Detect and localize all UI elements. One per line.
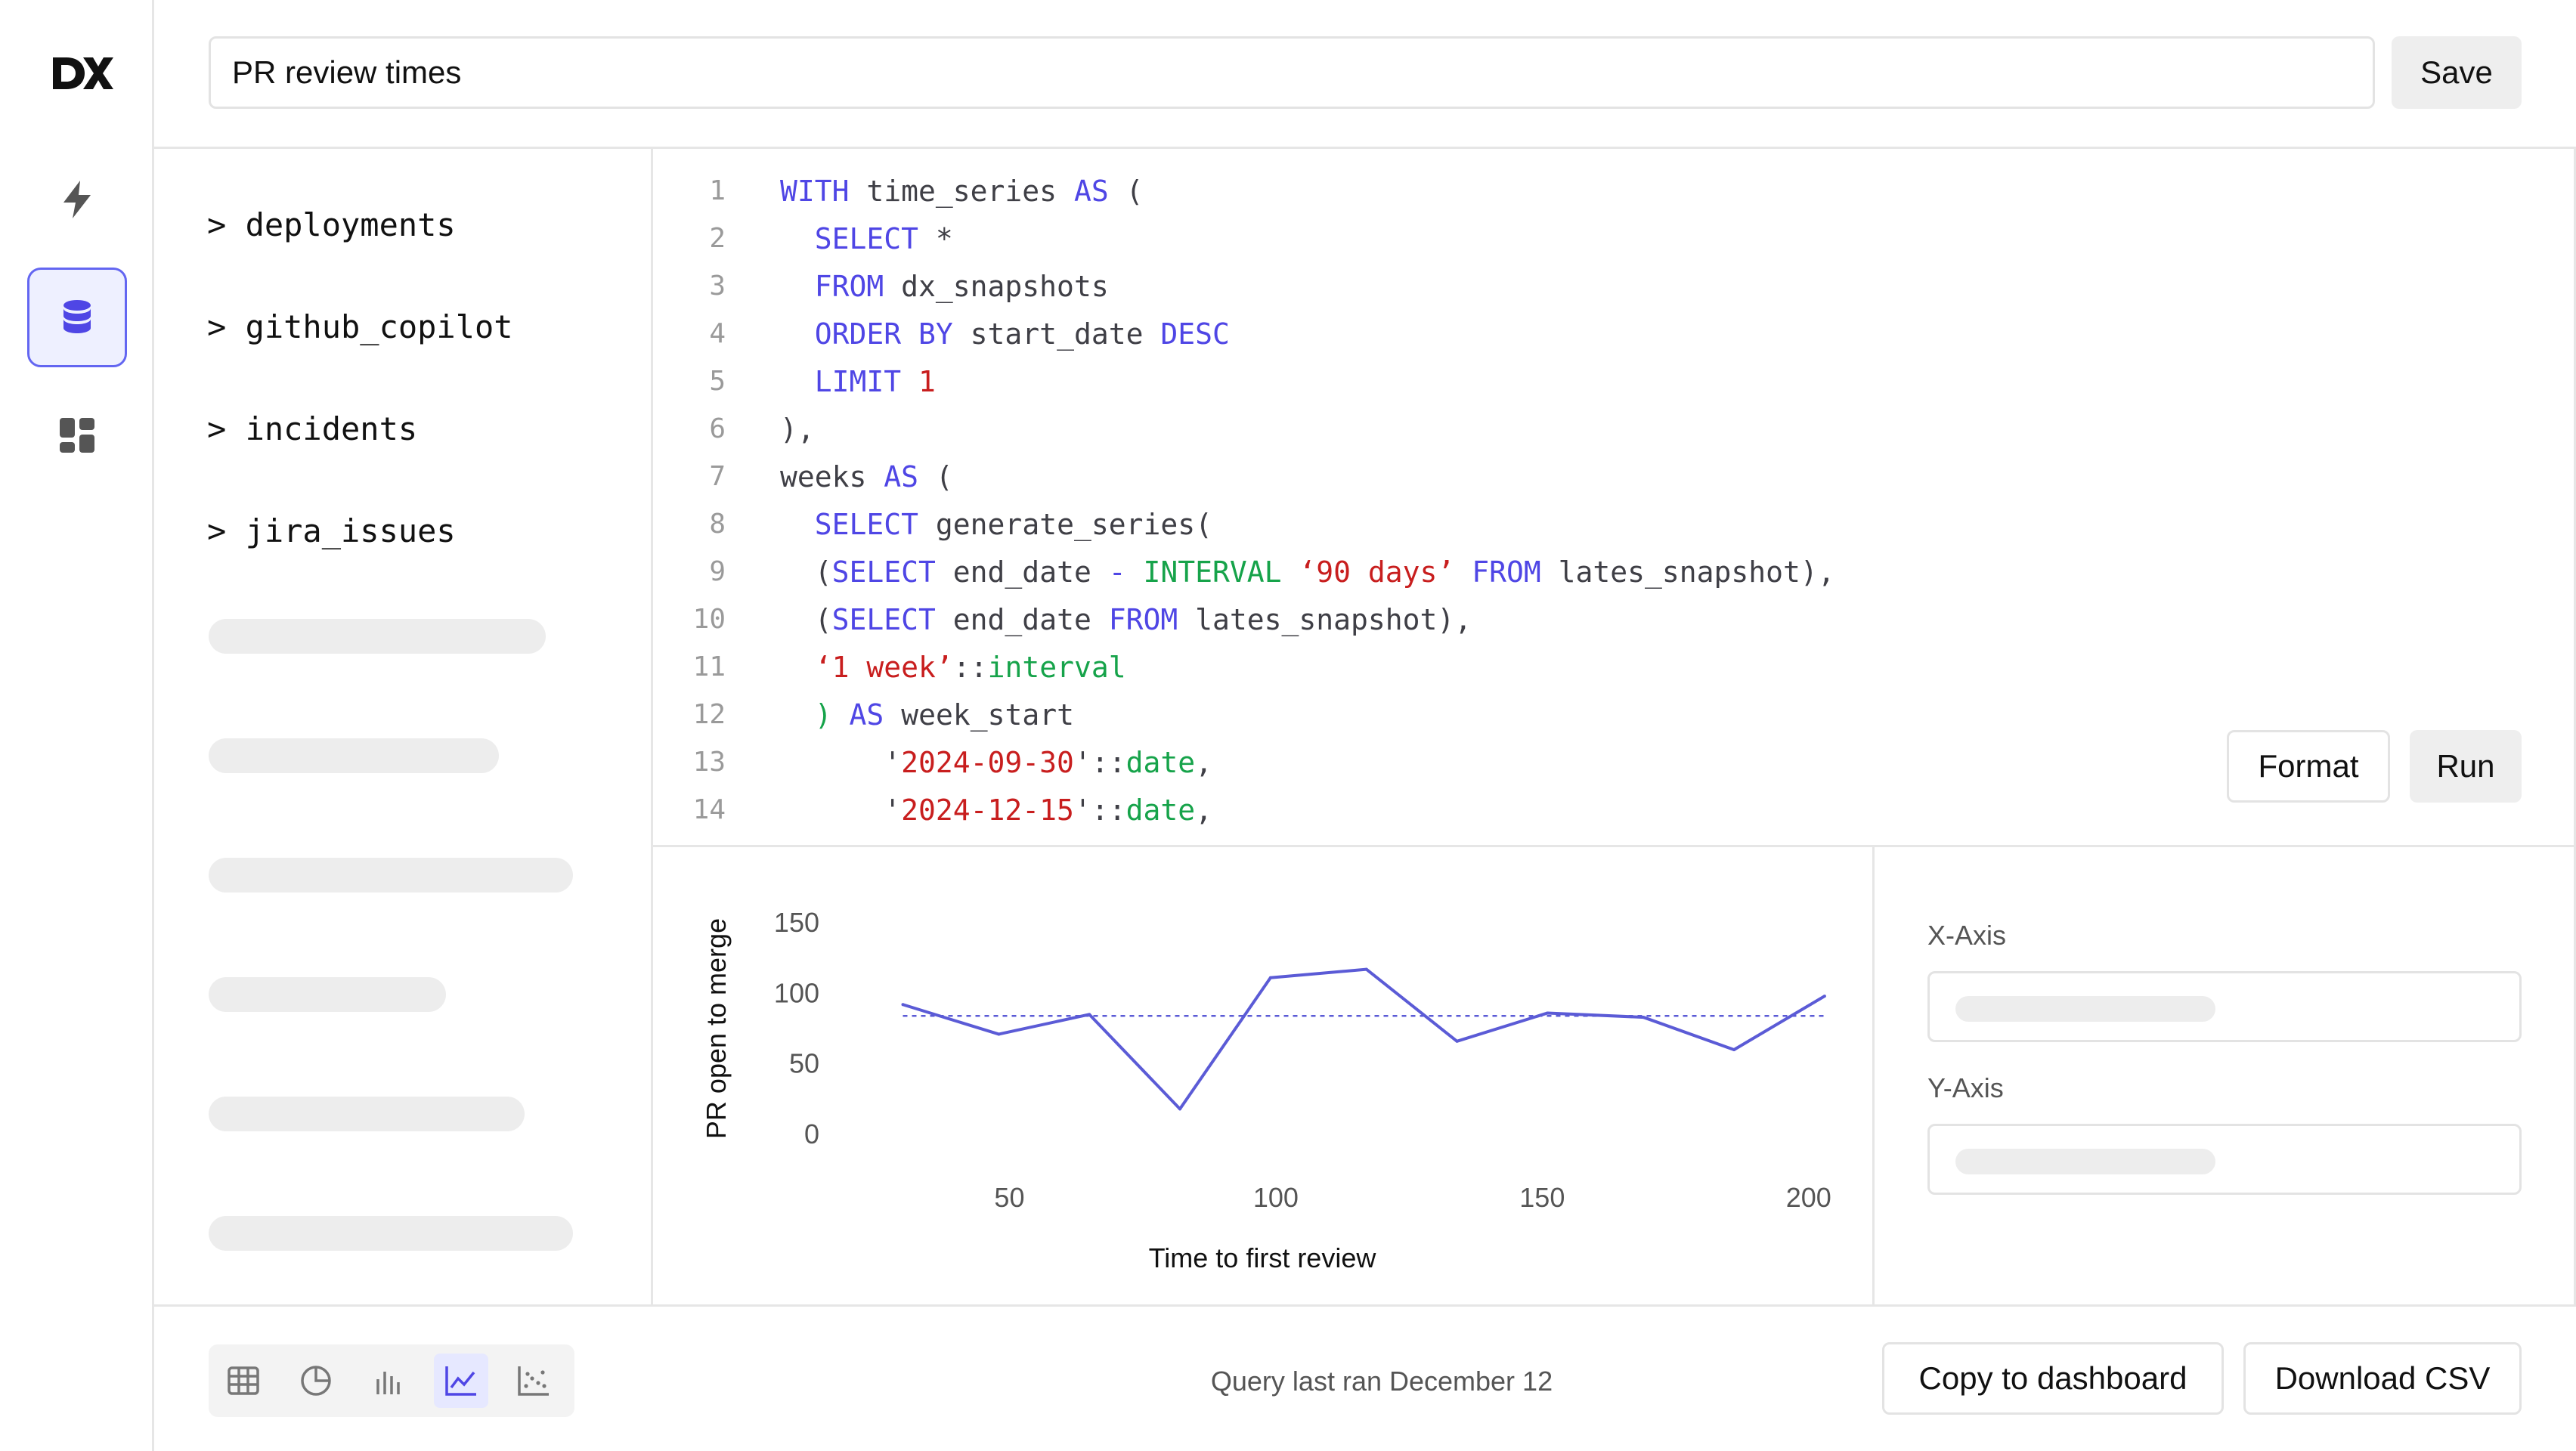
data-point	[1178, 1107, 1182, 1111]
data-point	[1088, 1013, 1091, 1016]
scatter-chart-icon[interactable]	[506, 1354, 561, 1408]
line-number: 3	[709, 271, 726, 302]
schema-table-deployments[interactable]: > deployments	[207, 206, 456, 243]
format-button[interactable]: Format	[2227, 730, 2390, 803]
database-icon	[63, 300, 91, 333]
schema-table-incidents[interactable]: > incidents	[207, 410, 418, 447]
line-number: 7	[709, 461, 726, 492]
bar-chart-icon[interactable]	[361, 1354, 416, 1408]
code-line: 10 (SELECT end_date FROM lates_snapshot)…	[653, 596, 1472, 643]
run-button[interactable]: Run	[2410, 730, 2522, 803]
y-axis-title: PR open to merge	[701, 918, 732, 1139]
data-point	[1546, 1011, 1550, 1015]
loading-placeholder	[209, 858, 573, 893]
loading-placeholder	[1955, 1149, 2215, 1174]
loading-placeholder	[209, 738, 499, 773]
footer-bar: Query last ran December 12	[154, 1304, 2576, 1451]
query-title-input[interactable]	[209, 36, 2375, 109]
code-line: 6),	[653, 405, 814, 453]
pie-chart-icon[interactable]	[289, 1354, 343, 1408]
chart-panel: 0 50 100 150 50 100 150 200 Time to first review…	[653, 845, 1875, 1304]
code-line: 3 FROM dx_snapshots	[653, 262, 1108, 310]
dashboard-grid-icon	[60, 418, 94, 453]
data-point	[1364, 967, 1368, 971]
data-point	[1642, 1016, 1646, 1019]
data-point	[901, 1003, 905, 1007]
line-number: 12	[692, 699, 726, 730]
line-number: 14	[692, 794, 726, 825]
code-line: 7 weeks AS (	[653, 453, 953, 500]
line-number: 13	[692, 747, 726, 778]
nav-rail	[0, 0, 154, 1451]
y-tick-label: 0	[804, 1118, 819, 1149]
nav-item-events[interactable]	[27, 150, 127, 249]
code-line: 9 (SELECT end_date - INTERVAL ‘90 days’ …	[653, 548, 1834, 596]
code-line: 1 WITH time_series AS (	[653, 167, 1143, 215]
x-axis-title: Time to first review	[1149, 1242, 1377, 1273]
last-ran-status: Query last ran December 12	[1210, 1366, 1553, 1397]
line-number: 4	[709, 318, 726, 349]
line-chart-icon[interactable]	[434, 1354, 488, 1408]
code-line: 5 LIMIT 1	[653, 357, 936, 405]
nav-item-data-studio[interactable]	[27, 268, 127, 367]
visualization-picker	[209, 1344, 574, 1417]
y-axis-label: Y-Axis	[1927, 1072, 2004, 1103]
schema-table-github-copilot[interactable]: > github_copilot	[207, 308, 513, 345]
copy-to-dashboard-button[interactable]: Copy to dashboard	[1882, 1342, 2224, 1415]
code-line: 2 SELECT *	[653, 215, 953, 262]
y-axis-select[interactable]	[1927, 1124, 2522, 1195]
line-number: 11	[692, 651, 726, 682]
code-line: 13 '2024-09-30'::date,	[653, 738, 1212, 786]
loading-placeholder	[1955, 996, 2215, 1022]
series-line	[902, 967, 1825, 1111]
loading-placeholder	[209, 977, 446, 1012]
data-point	[1822, 995, 1826, 998]
x-tick-label: 50	[994, 1182, 1024, 1213]
loading-placeholder	[209, 1216, 573, 1251]
dx-logo[interactable]	[50, 54, 115, 92]
line-number: 10	[692, 604, 726, 635]
line-number: 1	[709, 175, 726, 206]
data-point	[1268, 976, 1272, 979]
axis-config-panel: X-Axis Y-Axis	[1875, 845, 2576, 1304]
code-line: 11 ‘1 week’::interval	[653, 643, 1126, 691]
code-line: 4 ORDER BY start_date DESC	[653, 310, 1230, 357]
x-tick-label: 100	[1253, 1182, 1299, 1213]
y-tick-label: 150	[774, 907, 819, 938]
data-point	[1732, 1048, 1736, 1051]
sql-editor[interactable]: 1 WITH time_series AS ( 2 SELECT * 3 FROM…	[653, 147, 2576, 845]
line-number: 5	[709, 366, 726, 397]
download-csv-button[interactable]: Download CSV	[2243, 1342, 2522, 1415]
loading-placeholder	[209, 1097, 525, 1131]
x-tick-label: 150	[1519, 1182, 1565, 1213]
line-number: 8	[709, 509, 726, 540]
y-tick-label: 50	[789, 1048, 819, 1079]
line-number: 2	[709, 223, 726, 254]
data-point	[1455, 1039, 1459, 1043]
table-icon[interactable]	[216, 1354, 271, 1408]
code-line: 12 ) AS week_start	[653, 691, 1074, 738]
x-axis-select[interactable]	[1927, 971, 2522, 1042]
line-number: 6	[709, 413, 726, 444]
data-point	[997, 1032, 1001, 1036]
code-line: 8 SELECT generate_series(	[653, 500, 1212, 548]
loading-placeholder	[209, 619, 546, 654]
save-button[interactable]: Save	[2392, 36, 2522, 109]
lightning-icon	[63, 181, 91, 218]
schema-table-jira-issues[interactable]: > jira_issues	[207, 512, 456, 549]
x-axis-label: X-Axis	[1927, 920, 2007, 951]
line-number: 9	[709, 556, 726, 587]
x-tick-label: 200	[1786, 1182, 1831, 1213]
y-tick-label: 100	[774, 977, 819, 1008]
nav-item-dashboards[interactable]	[27, 385, 127, 485]
line-chart: 0 50 100 150 50 100 150 200 Time to first review…	[701, 907, 1831, 1273]
schema-browser: > deployments > github_copilot > inciden…	[154, 147, 653, 1304]
code-line: 14 '2024-12-15'::date,	[653, 786, 1212, 834]
